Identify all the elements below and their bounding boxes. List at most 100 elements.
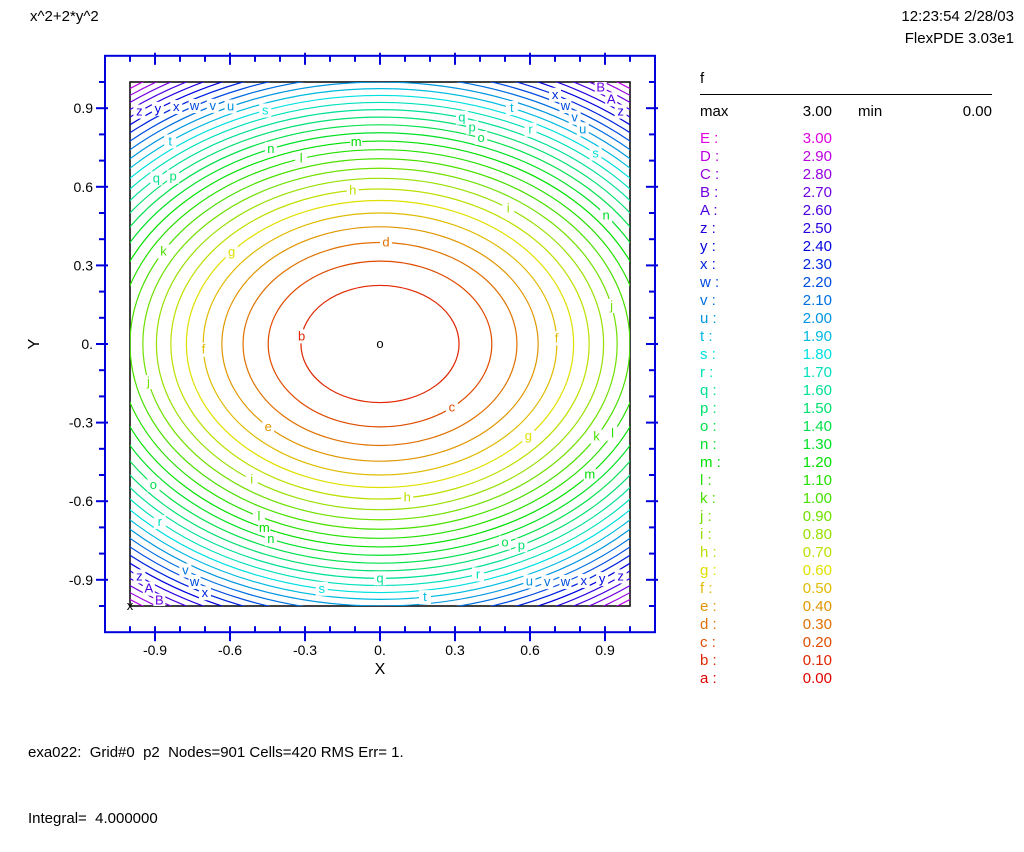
legend-entry-value: 1.50 <box>802 400 832 417</box>
contour-label-r: r <box>476 566 481 581</box>
y-tick-label: 0.3 <box>74 257 94 273</box>
contour-label-o: o <box>478 130 485 145</box>
contour-label-g: g <box>228 244 235 259</box>
legend-max-label: max <box>700 103 729 120</box>
contour-line-A <box>130 82 630 606</box>
legend-entry-letter: u : <box>700 310 717 327</box>
contour-label-k: k <box>160 243 167 258</box>
legend-entry-value: 2.40 <box>802 238 832 255</box>
legend-entry-letter: g : <box>700 562 717 579</box>
legend-entry-r: r : 1.70 <box>700 364 992 382</box>
contour-label-v: v <box>544 574 551 589</box>
contour-label-z: z <box>617 568 624 583</box>
y-tick-label: -0.6 <box>69 493 93 509</box>
contour-label-b: b <box>298 328 305 343</box>
contour-label-x: x <box>202 585 209 600</box>
status-line-2: Integral= 4.000000 <box>28 810 158 827</box>
contour-label-s: s <box>262 102 269 117</box>
contour-label-f: f <box>555 330 559 345</box>
contour-label-x: x <box>580 573 587 588</box>
x-tick-label: 0. <box>374 642 386 658</box>
legend-entry-e: e : 0.40 <box>700 598 992 616</box>
x-tick-label: -0.6 <box>218 642 242 658</box>
legend-entry-value: 1.70 <box>802 364 832 381</box>
contour-line-b <box>300 284 460 404</box>
contour-label-o: o <box>150 477 157 492</box>
y-axis-label: Y <box>26 338 43 349</box>
legend-entry-letter: q : <box>700 382 717 399</box>
legend-entry-letter: m : <box>700 454 721 471</box>
legend-entry-letter: h : <box>700 544 717 561</box>
contour-line-k <box>130 158 630 530</box>
x-tick-label: -0.9 <box>143 642 167 658</box>
legend-entry-c: c : 0.20 <box>700 634 992 652</box>
legend-entry-a: a : 0.00 <box>700 670 992 688</box>
contour-line-D <box>130 82 630 606</box>
legend-entry-d: d : 0.30 <box>700 616 992 634</box>
legend-entry-value: 0.00 <box>802 670 832 687</box>
contour-label-v: v <box>209 98 216 113</box>
legend-entry-value: 2.70 <box>802 184 832 201</box>
legend-entry-value: 1.10 <box>802 472 832 489</box>
legend-entry-letter: b : <box>700 652 717 669</box>
legend-entry-letter: A : <box>700 202 718 219</box>
contour-label-m: m <box>351 134 362 149</box>
contour-line-t <box>130 88 630 600</box>
contour-label-x: x <box>173 99 180 114</box>
legend-entry-n: n : 1.30 <box>700 436 992 454</box>
contour-label-t: t <box>168 133 172 148</box>
contour-label-t: t <box>423 589 427 604</box>
contour-line-i <box>155 177 605 511</box>
contour-line-j <box>142 167 618 521</box>
legend-entry-letter: j : <box>700 508 712 525</box>
contour-line-p <box>130 116 630 572</box>
contour-label-u: u <box>579 121 586 136</box>
legend-entry-C: C : 2.80 <box>700 166 992 184</box>
contour-line-l <box>130 149 630 539</box>
legend-entry-w: w : 2.20 <box>700 274 992 292</box>
legend-entry-value: 1.90 <box>802 328 832 345</box>
contour-label-j: j <box>146 374 150 389</box>
legend-min-label: min <box>858 103 883 120</box>
contour-label-B: B <box>155 593 164 608</box>
legend-panel: f max 3.00 min 0.00 E : 3.00 D : 2.90 C : 2.8… <box>700 70 992 688</box>
legend-entry-value: 2.80 <box>802 166 832 183</box>
legend-entry-value: 2.20 <box>802 274 832 291</box>
contour-label-n: n <box>267 531 274 546</box>
contour-label-q: q <box>458 110 465 125</box>
y-tick-label: 0.6 <box>74 179 94 195</box>
contour-label-u: u <box>526 573 533 588</box>
legend-entry-letter: p : <box>700 400 717 417</box>
legend-entry-z: z : 2.50 <box>700 220 992 238</box>
legend-entry-letter: y : <box>700 238 716 255</box>
legend-entry-value: 3.00 <box>802 130 832 147</box>
contour-lines <box>130 82 630 606</box>
contour-label-A: A <box>144 581 153 596</box>
legend-entry-value: 2.00 <box>802 310 832 327</box>
contour-label-z: z <box>136 104 143 119</box>
contour-label-x: x <box>552 87 559 102</box>
legend-entry-h: h : 0.70 <box>700 544 992 562</box>
contour-label-l: l <box>257 508 260 523</box>
legend-entry-value: 0.20 <box>802 634 832 651</box>
contour-line-o <box>130 124 630 564</box>
contour-label-l: l <box>611 426 614 441</box>
legend-entry-f: f : 0.50 <box>700 580 992 598</box>
contour-line-m <box>130 140 630 548</box>
status-line-1: exa022: Grid#0 p2 Nodes=901 Cells=420 RM… <box>28 744 404 761</box>
contour-label-r: r <box>158 514 163 529</box>
contour-label-i: i <box>507 200 510 215</box>
contour-label-w: w <box>560 574 571 589</box>
contour-label-h: h <box>349 182 356 197</box>
contour-label-y: y <box>155 101 162 116</box>
legend-entry-value: 0.60 <box>802 562 832 579</box>
legend-entry-letter: w : <box>700 274 720 291</box>
x-tick-label: 0.9 <box>595 642 615 658</box>
legend-entry-i: i : 0.80 <box>700 526 992 544</box>
legend-entry-letter: v : <box>700 292 716 309</box>
status-footer: exa022: Grid#0 p2 Nodes=901 Cells=420 RM… <box>28 698 404 852</box>
contour-label-i: i <box>250 472 253 487</box>
contour-label-m: m <box>584 466 595 481</box>
legend-entry-A: A : 2.60 <box>700 202 992 220</box>
contour-label-m: m <box>259 520 270 535</box>
